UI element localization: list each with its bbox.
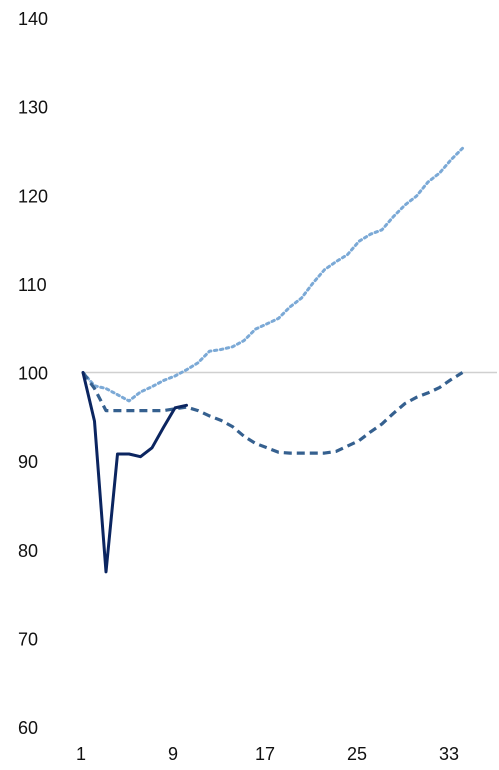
series-line-solid xyxy=(83,373,187,572)
y-tick-label: 140 xyxy=(18,9,48,29)
series-layer xyxy=(83,148,463,572)
x-axis: 1 9 17 25 33 xyxy=(76,744,459,764)
y-tick-label: 100 xyxy=(18,364,48,384)
y-tick-label: 120 xyxy=(18,186,48,206)
x-tick-label: 9 xyxy=(168,744,178,764)
y-tick-label: 60 xyxy=(18,718,38,738)
y-tick-label: 110 xyxy=(18,275,47,295)
y-tick-label: 90 xyxy=(18,452,38,472)
y-axis: 60 70 80 90 100 110 120 130 140 xyxy=(18,9,48,738)
y-tick-label: 130 xyxy=(18,98,48,118)
y-tick-label: 80 xyxy=(18,541,38,561)
x-tick-label: 25 xyxy=(347,744,367,764)
y-tick-label: 70 xyxy=(18,629,38,649)
x-tick-label: 33 xyxy=(439,744,459,764)
series-line-dashed xyxy=(83,373,463,454)
series-line-dotted xyxy=(83,148,463,401)
x-tick-label: 17 xyxy=(255,744,275,764)
x-tick-label: 1 xyxy=(76,744,86,764)
